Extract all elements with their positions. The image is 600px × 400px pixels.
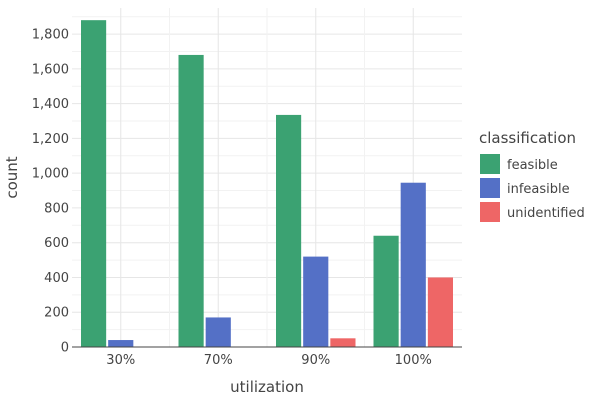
legend-items: feasible infeasible unidentified: [480, 154, 585, 222]
y-tick-label: 800: [44, 201, 69, 216]
y-tick-label: 1,800: [32, 28, 69, 43]
bar-feasible-30pct[interactable]: [81, 20, 107, 348]
y-tick-label: 400: [44, 271, 69, 286]
y-tick-labels: 0 200 400 600 800 1,000 1,200 1,400 1,600 1,800: [32, 28, 69, 356]
legend-label-unidentified: unidentified: [507, 206, 585, 221]
bar-infeasible-30pct[interactable]: [108, 340, 134, 347]
legend-label-feasible: feasible: [507, 158, 558, 173]
y-tick-label: 0: [61, 341, 69, 356]
y-tick-label: 1,400: [32, 97, 69, 112]
bars: [81, 20, 453, 348]
legend: classification feasible infeasible unident…: [479, 129, 585, 222]
legend-swatch-feasible: [480, 154, 500, 174]
y-tick-label: 1,600: [32, 62, 69, 77]
legend-swatch-infeasible: [480, 178, 500, 198]
bar-infeasible-90pct[interactable]: [303, 256, 329, 347]
y-tick-label: 200: [44, 306, 69, 321]
bar-feasible-100pct[interactable]: [373, 235, 399, 347]
bar-infeasible-100pct[interactable]: [400, 182, 426, 347]
y-tick-label: 1,000: [32, 167, 69, 182]
legend-title: classification: [479, 129, 576, 147]
bar-unidentified-90pct[interactable]: [330, 338, 356, 347]
x-axis-title: utilization: [230, 378, 304, 396]
x-tick-label: 90%: [301, 353, 330, 368]
bar-feasible-90pct[interactable]: [276, 114, 302, 348]
x-tick-labels: 30% 70% 90% 100%: [106, 353, 432, 368]
x-tick-label: 100%: [395, 353, 432, 368]
y-axis-title: count: [3, 156, 21, 198]
legend-swatch-unidentified: [480, 202, 500, 222]
bar-infeasible-70pct[interactable]: [205, 317, 231, 347]
x-tick-label: 70%: [204, 353, 233, 368]
legend-label-infeasible: infeasible: [507, 182, 570, 197]
bar-unidentified-100pct[interactable]: [427, 277, 453, 347]
y-tick-label: 600: [44, 236, 69, 251]
x-tick-label: 30%: [106, 353, 135, 368]
bar-feasible-70pct[interactable]: [178, 54, 204, 347]
y-tick-label: 1,200: [32, 132, 69, 147]
